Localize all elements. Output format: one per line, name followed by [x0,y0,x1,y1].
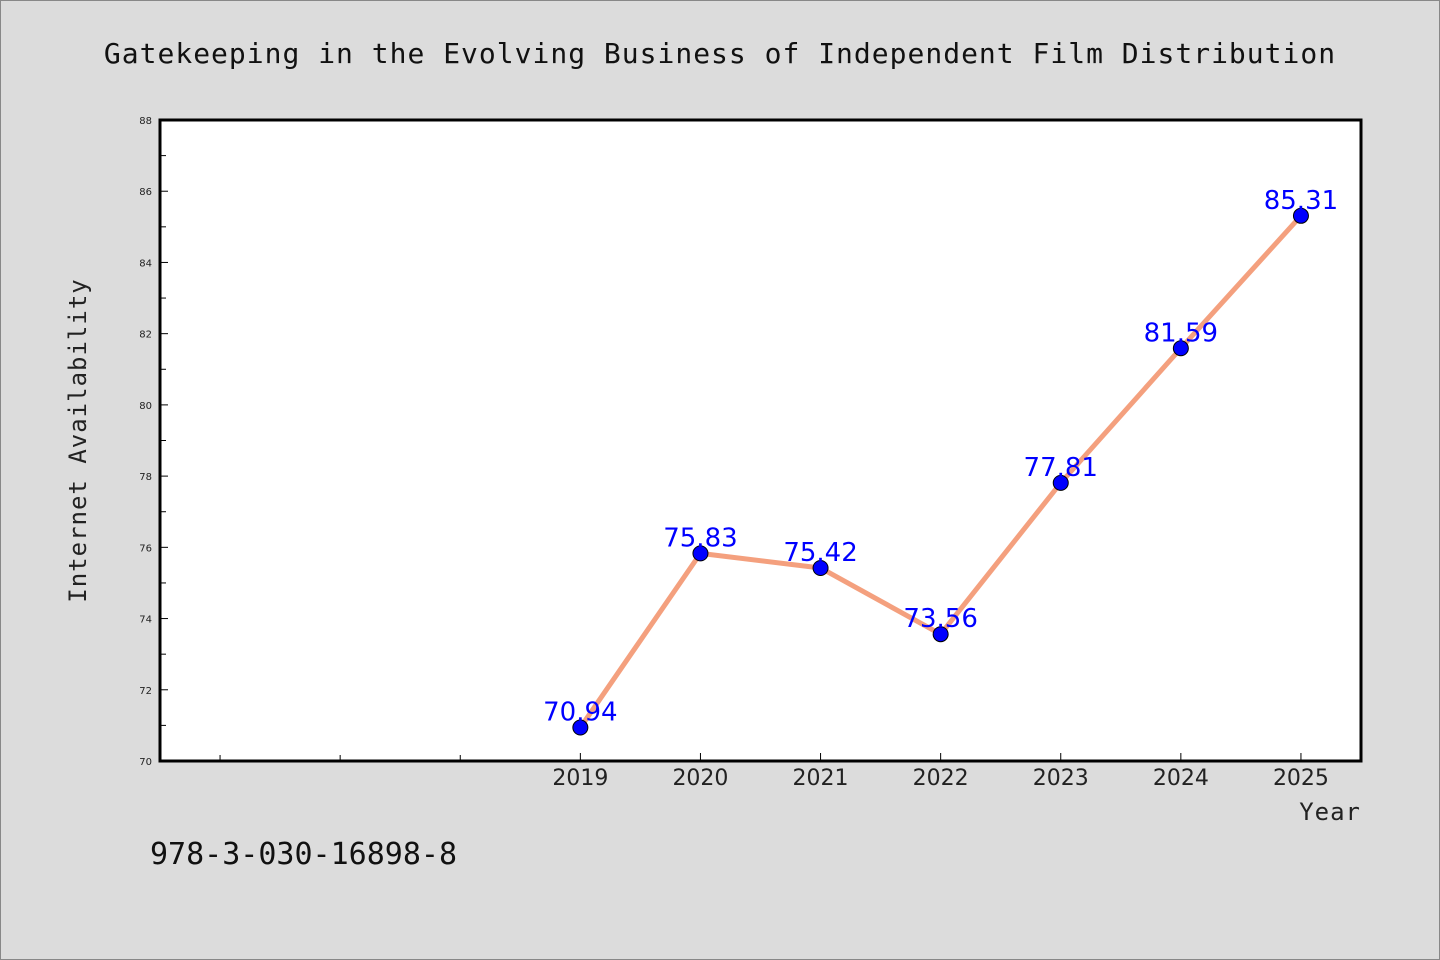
x-tick-label: 2022 [913,766,969,791]
data-point [572,719,589,736]
x-tick-label: 2025 [1273,766,1329,791]
data-point [1292,207,1309,224]
y-tick-label: 72 [139,686,152,697]
data-label: 70.94 [543,698,617,728]
data-point [692,545,709,562]
x-tick-label: 2024 [1153,766,1209,791]
x-tick-label: 2019 [552,766,608,791]
plot-area [158,118,1363,763]
isbn-text: 978-3-030-16898-8 [150,837,457,872]
x-axis: 2019 2020 2021 2022 2023 2024 2025 [219,753,1329,791]
data-label: 75.83 [663,523,737,553]
y-tick-label: 76 [139,543,152,554]
data-point [812,559,829,576]
x-tick-label: 2023 [1033,766,1089,791]
data-label: 85.31 [1264,186,1338,216]
data-point [1172,340,1189,357]
data-label: 81.59 [1144,318,1218,348]
data-point [1052,474,1069,491]
series-layer: 70.94 75.83 75.42 73.56 77.81 81.59 85.31 [543,186,1338,736]
data-point [932,626,949,643]
data-label: 77.81 [1024,453,1098,483]
data-label: 73.56 [903,604,977,634]
x-tick-label: 2021 [793,766,849,791]
y-tick-label: 82 [139,330,152,341]
x-axis-label: Year [1299,798,1361,826]
x-tick-label: 2020 [672,766,728,791]
y-tick-label: 70 [139,757,152,768]
y-axis: 70 72 74 76 78 80 82 84 86 88 [139,116,168,768]
y-tick-label: 88 [139,116,152,127]
y-axis-label: Internet Availability [64,278,92,602]
y-tick-label: 84 [139,258,152,269]
data-label: 75.42 [783,538,857,568]
y-tick-label: 86 [139,187,152,198]
chart-title: Gatekeeping in the Evolving Business of … [104,37,1336,70]
y-tick-label: 80 [139,401,152,412]
y-tick-label: 74 [139,615,152,626]
y-tick-label: 78 [139,472,152,483]
